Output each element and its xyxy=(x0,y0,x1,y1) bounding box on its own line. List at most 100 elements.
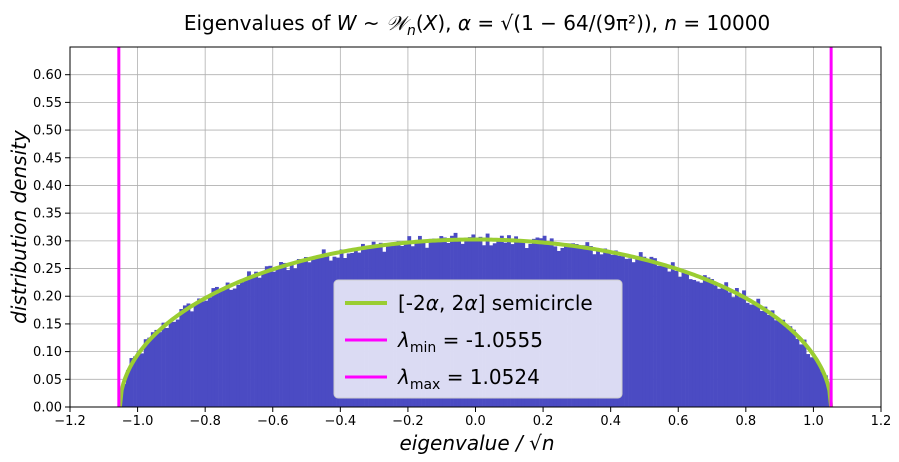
histogram-bar xyxy=(699,282,704,407)
y-tick-label: 0.05 xyxy=(33,373,62,388)
y-tick-label: 0.30 xyxy=(33,234,62,249)
histogram-bar xyxy=(645,260,650,407)
histogram-bar xyxy=(257,277,262,407)
histogram-bar xyxy=(279,262,283,407)
histogram-bar xyxy=(784,325,789,407)
histogram-bar xyxy=(767,314,771,407)
histogram-bar xyxy=(759,310,764,407)
histogram-bar xyxy=(621,256,625,407)
histogram-bar xyxy=(685,273,689,407)
histogram-bar xyxy=(663,265,668,407)
histogram-bar xyxy=(738,297,743,407)
histogram-bar xyxy=(770,310,775,407)
histogram-bar xyxy=(717,288,722,407)
histogram-bar xyxy=(325,255,330,407)
histogram-bar xyxy=(247,271,251,407)
x-tick-label: −0.6 xyxy=(257,414,289,429)
histogram-bar xyxy=(296,259,301,407)
histogram-bar xyxy=(236,284,241,407)
histogram-bar xyxy=(222,289,226,407)
y-tick-label: 0.10 xyxy=(33,345,62,360)
histogram-bar xyxy=(143,339,148,407)
y-axis-label: distribution density xyxy=(7,129,31,324)
y-tick-label: 0.55 xyxy=(33,96,62,111)
histogram-bar xyxy=(653,258,657,407)
histogram-bar xyxy=(724,282,729,407)
x-tick-label: −0.4 xyxy=(325,414,357,429)
histogram-bar xyxy=(656,265,661,407)
histogram-bar xyxy=(275,267,280,407)
histogram-bar xyxy=(667,271,672,407)
histogram-bar xyxy=(638,252,643,407)
histogram-bar xyxy=(232,288,237,407)
histogram-bar xyxy=(254,271,259,407)
histogram-bar xyxy=(702,275,707,407)
histogram-bar xyxy=(788,326,793,407)
y-axis-ticks: 0.00 0.05 0.10 0.15 0.20 0.25 0.30 0.35 0.40 0.45… xyxy=(33,68,70,416)
histogram-bar xyxy=(122,383,127,407)
y-tick-label: 0.25 xyxy=(33,262,62,277)
histogram-bar xyxy=(207,297,212,407)
histogram-bar xyxy=(791,329,796,407)
histogram-bar xyxy=(809,357,814,407)
histogram-bar xyxy=(781,319,786,407)
histogram-bar xyxy=(289,262,294,407)
y-tick-label: 0.15 xyxy=(33,317,62,332)
histogram-bar xyxy=(268,265,273,407)
histogram-bar xyxy=(300,262,305,407)
legend-entry: [-2α, 2α] semicircle xyxy=(398,291,593,315)
histogram-bar xyxy=(150,332,155,407)
histogram-bar xyxy=(745,302,750,407)
histogram-bar xyxy=(129,358,134,407)
histogram-bar xyxy=(806,354,811,407)
histogram-bar xyxy=(311,259,316,407)
histogram-bar xyxy=(225,282,230,407)
histogram-bar xyxy=(140,353,145,407)
histogram-bar xyxy=(734,288,739,407)
y-tick-label: 0.50 xyxy=(33,124,62,139)
histogram-bar xyxy=(318,257,323,407)
histogram-bar xyxy=(795,338,800,407)
legend-entry: λmin = -1.0555 xyxy=(397,328,543,356)
histogram-bar xyxy=(200,301,205,407)
histogram-bar xyxy=(125,370,130,407)
histogram-bar xyxy=(720,286,725,407)
histogram-bar xyxy=(692,279,697,407)
x-tick-label: 0.8 xyxy=(735,414,756,429)
histogram-bar xyxy=(204,300,209,407)
histogram-bar xyxy=(756,298,761,407)
y-tick-label: 0.20 xyxy=(33,290,62,305)
histogram-bar xyxy=(824,375,828,407)
histogram-bar xyxy=(677,276,682,407)
histogram-bar xyxy=(695,281,700,407)
histogram-bar xyxy=(660,264,665,407)
histogram-bar xyxy=(816,363,821,407)
histogram-bar xyxy=(229,289,234,407)
histogram-bar xyxy=(742,290,746,407)
x-tick-label: −0.8 xyxy=(189,414,221,429)
histogram-bar xyxy=(211,288,216,407)
x-tick-label: 0.0 xyxy=(465,414,486,429)
histogram-bar xyxy=(271,271,276,407)
histogram-bar xyxy=(261,273,266,407)
histogram-bar xyxy=(624,258,629,407)
histogram-bar xyxy=(635,257,640,407)
histogram-bar xyxy=(321,249,326,407)
histogram-bar xyxy=(304,257,308,407)
x-axis-ticks: −1.2 −1.0 −0.8 −0.6 −0.4 −0.2 0.0 0.2 0.4 0.6 0.8 1… xyxy=(54,407,891,429)
histogram-bar xyxy=(799,344,803,407)
histogram-bar xyxy=(172,321,177,407)
histogram-bar xyxy=(264,266,269,407)
histogram-bar xyxy=(193,304,198,407)
semicircle-curve xyxy=(117,237,834,408)
histogram-bar xyxy=(802,339,807,407)
histogram-bar xyxy=(713,285,718,407)
histogram-bar xyxy=(649,256,654,407)
histogram-bar xyxy=(243,279,248,407)
histogram-bar xyxy=(250,277,255,407)
histogram-bar xyxy=(154,329,159,407)
x-tick-label: 0.4 xyxy=(600,414,621,429)
x-tick-label: 0.6 xyxy=(668,414,689,429)
histogram-bar xyxy=(197,298,202,407)
